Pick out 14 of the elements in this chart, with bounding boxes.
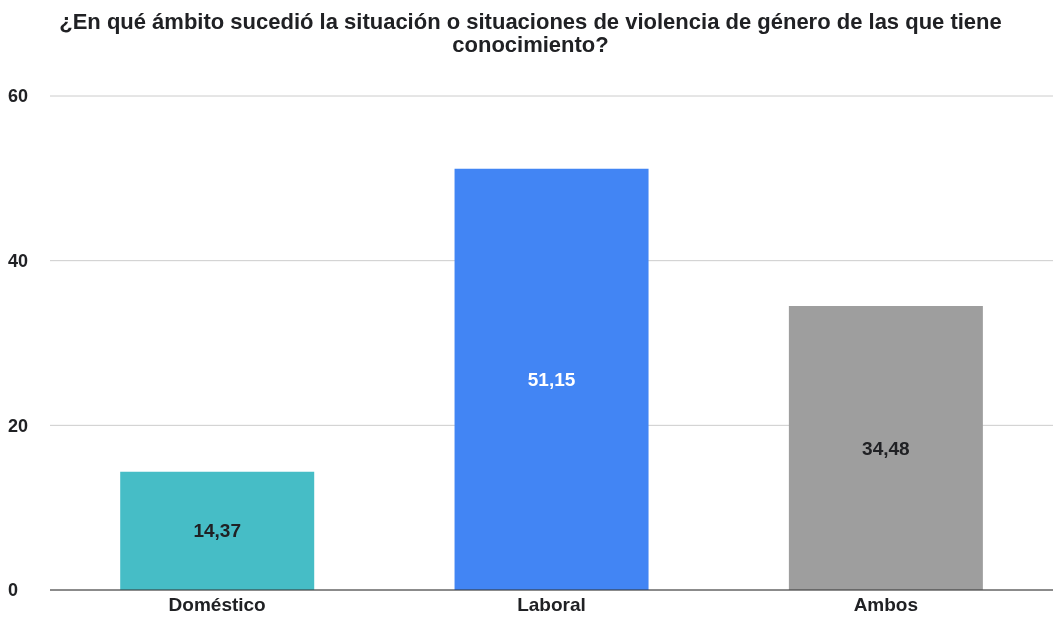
x-tick-label: Ambos <box>853 594 919 616</box>
y-tick-label: 60 <box>8 86 29 107</box>
x-tick-label: Laboral <box>517 594 586 616</box>
x-tick-label: Doméstico <box>168 594 266 616</box>
bar <box>454 168 649 590</box>
y-tick-label: 20 <box>8 415 29 436</box>
data-label: 14,37 <box>193 520 241 542</box>
data-label: 51,15 <box>527 368 576 390</box>
y-tick-label: 0 <box>8 580 19 601</box>
bar <box>120 471 315 590</box>
chart-title: ¿En qué ámbito sucedió la situación o situaciones de violencia de género de las que tiene conocimiento? <box>58 8 1003 57</box>
bar <box>788 306 983 590</box>
data-label: 34,48 <box>862 437 910 459</box>
y-tick-label: 40 <box>8 251 29 272</box>
